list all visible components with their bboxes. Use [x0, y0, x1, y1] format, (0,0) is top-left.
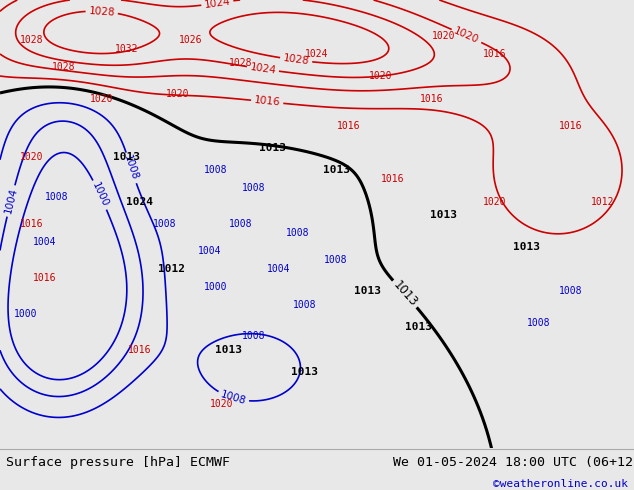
- Text: 1028: 1028: [282, 53, 310, 67]
- Text: 1013: 1013: [405, 322, 432, 332]
- Text: 1016: 1016: [254, 96, 281, 108]
- Text: 1012: 1012: [158, 264, 184, 274]
- Text: 1013: 1013: [291, 367, 318, 377]
- Text: 1020: 1020: [432, 31, 456, 41]
- Text: 1024: 1024: [204, 0, 231, 10]
- Text: 1008: 1008: [286, 228, 310, 238]
- Text: 1020: 1020: [165, 89, 190, 99]
- Text: 1008: 1008: [229, 219, 253, 229]
- Text: 1028: 1028: [51, 62, 75, 72]
- Text: 1024: 1024: [249, 62, 276, 76]
- Text: 1016: 1016: [32, 273, 56, 283]
- Text: 1004: 1004: [197, 246, 221, 256]
- Text: 1032: 1032: [115, 44, 139, 54]
- Text: 1028: 1028: [88, 6, 115, 17]
- Text: 1000: 1000: [13, 309, 37, 319]
- Text: 1020: 1020: [210, 398, 234, 409]
- Text: 1016: 1016: [337, 121, 361, 130]
- Text: 1028: 1028: [20, 35, 44, 46]
- Text: 1012: 1012: [590, 197, 614, 207]
- Text: 1024: 1024: [305, 49, 329, 59]
- Text: 1020: 1020: [482, 197, 507, 207]
- Text: 1008: 1008: [292, 300, 316, 310]
- Text: 1000: 1000: [204, 282, 228, 292]
- Text: 1004: 1004: [267, 264, 291, 274]
- Text: 1016: 1016: [482, 49, 507, 59]
- Text: 1013: 1013: [391, 278, 420, 309]
- Text: 1013: 1013: [354, 287, 381, 296]
- Text: 1026: 1026: [178, 35, 202, 46]
- Text: 1016: 1016: [559, 121, 583, 130]
- Text: 1008: 1008: [559, 287, 583, 296]
- Text: 1004: 1004: [32, 237, 56, 247]
- Text: 1013: 1013: [113, 152, 140, 162]
- Text: We 01-05-2024 18:00 UTC (06+12): We 01-05-2024 18:00 UTC (06+12): [393, 456, 634, 469]
- Text: 1016: 1016: [20, 219, 44, 229]
- Text: 1008: 1008: [242, 331, 266, 341]
- Text: 1008: 1008: [45, 192, 69, 202]
- Text: 1020: 1020: [453, 26, 481, 46]
- Text: 1008: 1008: [153, 219, 177, 229]
- Text: 1020: 1020: [368, 71, 392, 81]
- Text: 1024: 1024: [126, 197, 153, 207]
- Text: 1008: 1008: [122, 154, 140, 182]
- Text: Surface pressure [hPa] ECMWF: Surface pressure [hPa] ECMWF: [6, 456, 230, 469]
- Text: 1028: 1028: [229, 58, 253, 68]
- Text: ©weatheronline.co.uk: ©weatheronline.co.uk: [493, 479, 628, 489]
- Text: 1013: 1013: [323, 165, 349, 175]
- Text: 1020: 1020: [20, 152, 44, 162]
- Text: 1000: 1000: [90, 181, 110, 209]
- Text: 1008: 1008: [219, 390, 247, 407]
- Text: 1016: 1016: [381, 174, 405, 184]
- Text: 1008: 1008: [204, 165, 228, 175]
- Text: 1013: 1013: [259, 143, 286, 153]
- Text: 1008: 1008: [242, 183, 266, 194]
- Text: 1013: 1013: [215, 344, 242, 355]
- Text: 1016: 1016: [127, 344, 152, 355]
- Text: 1013: 1013: [513, 242, 540, 251]
- Text: 1008: 1008: [324, 255, 348, 265]
- Text: 1016: 1016: [419, 94, 443, 104]
- Text: 1020: 1020: [89, 94, 113, 104]
- Text: 1004: 1004: [3, 187, 19, 215]
- Text: 1008: 1008: [527, 318, 551, 328]
- Text: 1013: 1013: [430, 210, 457, 220]
